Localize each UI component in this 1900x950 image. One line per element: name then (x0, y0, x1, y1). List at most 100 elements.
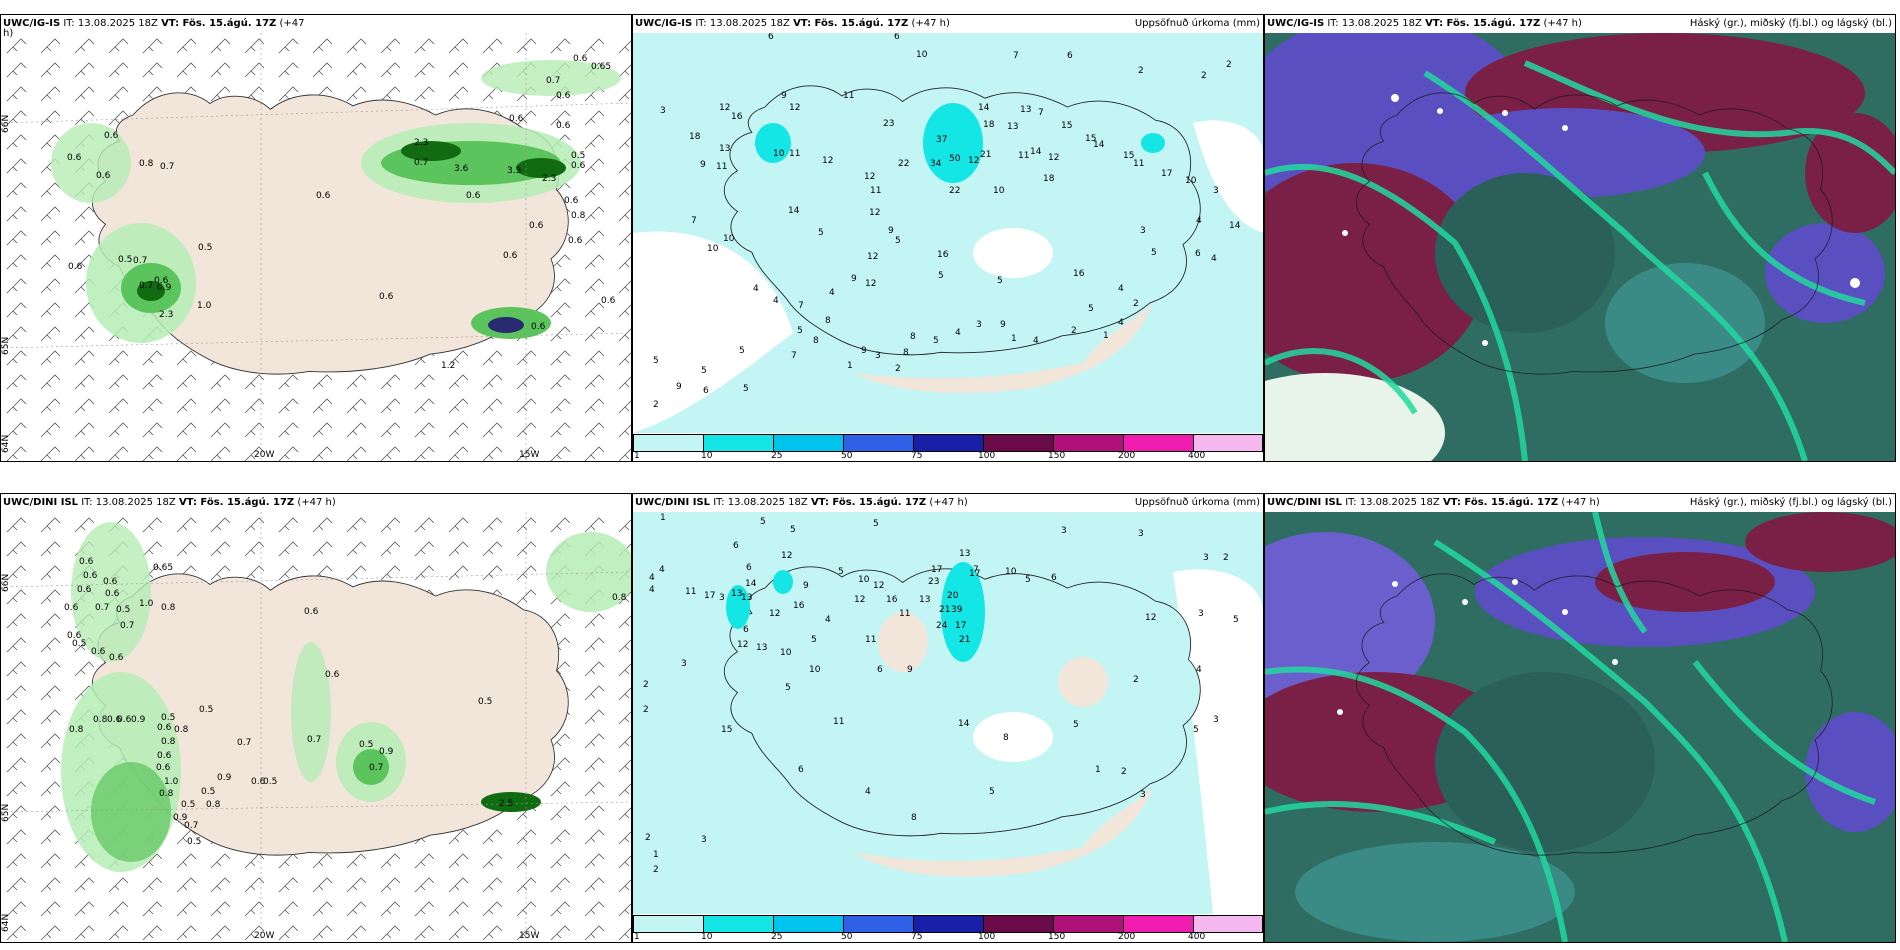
value-label: 23 (883, 119, 894, 129)
low-cloud (1435, 672, 1655, 852)
lead-time: (+47 h) (1543, 18, 1582, 29)
value-label: 10 (780, 648, 792, 658)
value-label: 14 (958, 719, 970, 729)
value-label: 6 (746, 563, 752, 573)
precip-map-svg: 6 6 10 7 6 2 2 2 3 9 11 12 12 16 23 18 3… (633, 33, 1263, 433)
value-label: 12 (822, 156, 833, 166)
colorbar-swatch-8 (1193, 915, 1263, 933)
dry-area (633, 231, 793, 433)
precip-panel-igis: UWC/IG-IS IT: 13.08.2025 18Z VT: Fös. 15… (632, 14, 1264, 462)
value-label: 9 (676, 382, 682, 392)
value-label: 0.6 (568, 236, 583, 246)
glacier (973, 228, 1053, 278)
value-label: 4 (1118, 284, 1124, 294)
value-label: 21 (959, 635, 970, 645)
value-label: 0.6 (68, 262, 83, 272)
value-label: 0.6 (564, 196, 579, 206)
value-label: 21 (980, 150, 991, 160)
value-label: 17 (1161, 169, 1172, 179)
cloud-map-svg (1265, 512, 1895, 942)
value-label: 0.6 (316, 191, 331, 201)
value-label: 0.9 (157, 283, 172, 293)
valid-time: VT: Fös. 15.ágú. 17Z (810, 497, 927, 508)
value-label: 2 (1071, 326, 1077, 336)
value-label: 11 (843, 91, 854, 101)
value-label: 0.7 (160, 162, 174, 172)
colorbar-tick: 200 (1118, 451, 1136, 461)
value-label: 0.8 (161, 737, 176, 747)
value-label: 17 (969, 569, 980, 579)
value-label: 1.0 (164, 777, 179, 787)
value-label: 12 (873, 581, 884, 591)
value-label: 0.7 (307, 735, 321, 745)
value-label: 5 (1073, 720, 1079, 730)
valid-time: VT: Fös. 15.ágú. 17Z (1442, 497, 1559, 508)
value-label: 21 (939, 605, 950, 615)
value-label: 2 (895, 364, 901, 374)
value-label: 0.7 (133, 256, 147, 266)
wind-panel-igis: UWC/IG-IS IT: 13.08.2025 18Z VT: Fös. 15… (0, 14, 632, 462)
value-label: 0.5 (359, 740, 373, 750)
value-label: 0.6 (503, 251, 518, 261)
value-label: 9 (907, 665, 913, 675)
lead-time-wrap: h) (3, 28, 14, 39)
dry-area (1173, 569, 1263, 914)
value-label: 5 (838, 567, 844, 577)
value-label: 1 (660, 513, 666, 523)
colorbar-swatch-1 (703, 434, 774, 452)
colorbar-tick: 100 (978, 932, 996, 942)
cloud-panel-dini: UWC/DINI ISL IT: 13.08.2025 18Z VT: Fös.… (1264, 493, 1896, 943)
value-label: 0.6 (67, 631, 82, 641)
value-label: 2 (1223, 553, 1229, 563)
panel-header: UWC/IG-IS IT: 13.08.2025 18Z VT: Fös. 15… (1265, 15, 1895, 33)
colorbar-tick: 150 (1048, 932, 1066, 942)
wet-patch (773, 570, 793, 594)
colorbar-swatch-1 (703, 915, 774, 933)
value-label: 0.5 (161, 713, 175, 723)
value-label: 14 (978, 103, 990, 113)
value-label: 23 (928, 577, 939, 587)
value-label: 0.8 (612, 593, 627, 603)
value-label: 3 (1138, 529, 1144, 539)
value-label: 6 (877, 665, 883, 675)
value-label: 4 (825, 615, 831, 625)
value-label: 0.8 (174, 725, 189, 735)
value-label: 22 (949, 186, 960, 196)
colorbar-swatch-3 (843, 434, 914, 452)
value-label: 6 (743, 625, 749, 635)
value-label: 0.8 (93, 715, 108, 725)
value-label: 15 (1123, 151, 1134, 161)
value-label: 16 (886, 595, 898, 605)
precip-map: 6 6 10 7 6 2 2 2 3 9 11 12 12 16 23 18 3… (633, 33, 1263, 433)
value-label: 0.6 (304, 607, 319, 617)
value-label: 4 (773, 296, 779, 306)
value-label: 3.3 (507, 166, 521, 176)
wet-patch (755, 123, 791, 163)
value-label: 9 (888, 226, 894, 236)
value-label: 10 (773, 149, 785, 159)
valid-time: VT: Fös. 15.ágú. 17Z (178, 497, 295, 508)
lead-time: (+47 h) (929, 497, 968, 508)
value-label: 10 (1185, 176, 1197, 186)
value-label: 5 (790, 525, 796, 535)
value-label: 14 (1229, 221, 1241, 231)
value-label: 6 (894, 33, 900, 42)
colorbar-tick: 200 (1118, 932, 1136, 942)
precip-patch (481, 60, 621, 96)
cloud-map (1265, 512, 1895, 942)
value-label: 6 (703, 386, 709, 396)
value-label: 8 (813, 336, 819, 346)
value-label: 9 (851, 274, 857, 284)
colorbar-tick: 400 (1188, 932, 1206, 942)
lat-label: 66N (1, 115, 11, 133)
value-label: 16 (793, 601, 805, 611)
precip-patch (353, 749, 389, 785)
value-label: 2.3 (414, 138, 428, 148)
panel-header: UWC/DINI ISL IT: 13.08.2025 18Z VT: Fös.… (1, 494, 631, 512)
value-label: 0.6 (117, 715, 132, 725)
value-label: 2 (645, 833, 651, 843)
precip-panel-dini: UWC/DINI ISL IT: 13.08.2025 18Z VT: Fös.… (632, 493, 1264, 943)
value-label: 11 (865, 635, 876, 645)
value-label: 14 (745, 579, 757, 589)
value-label: 1.0 (197, 301, 212, 311)
